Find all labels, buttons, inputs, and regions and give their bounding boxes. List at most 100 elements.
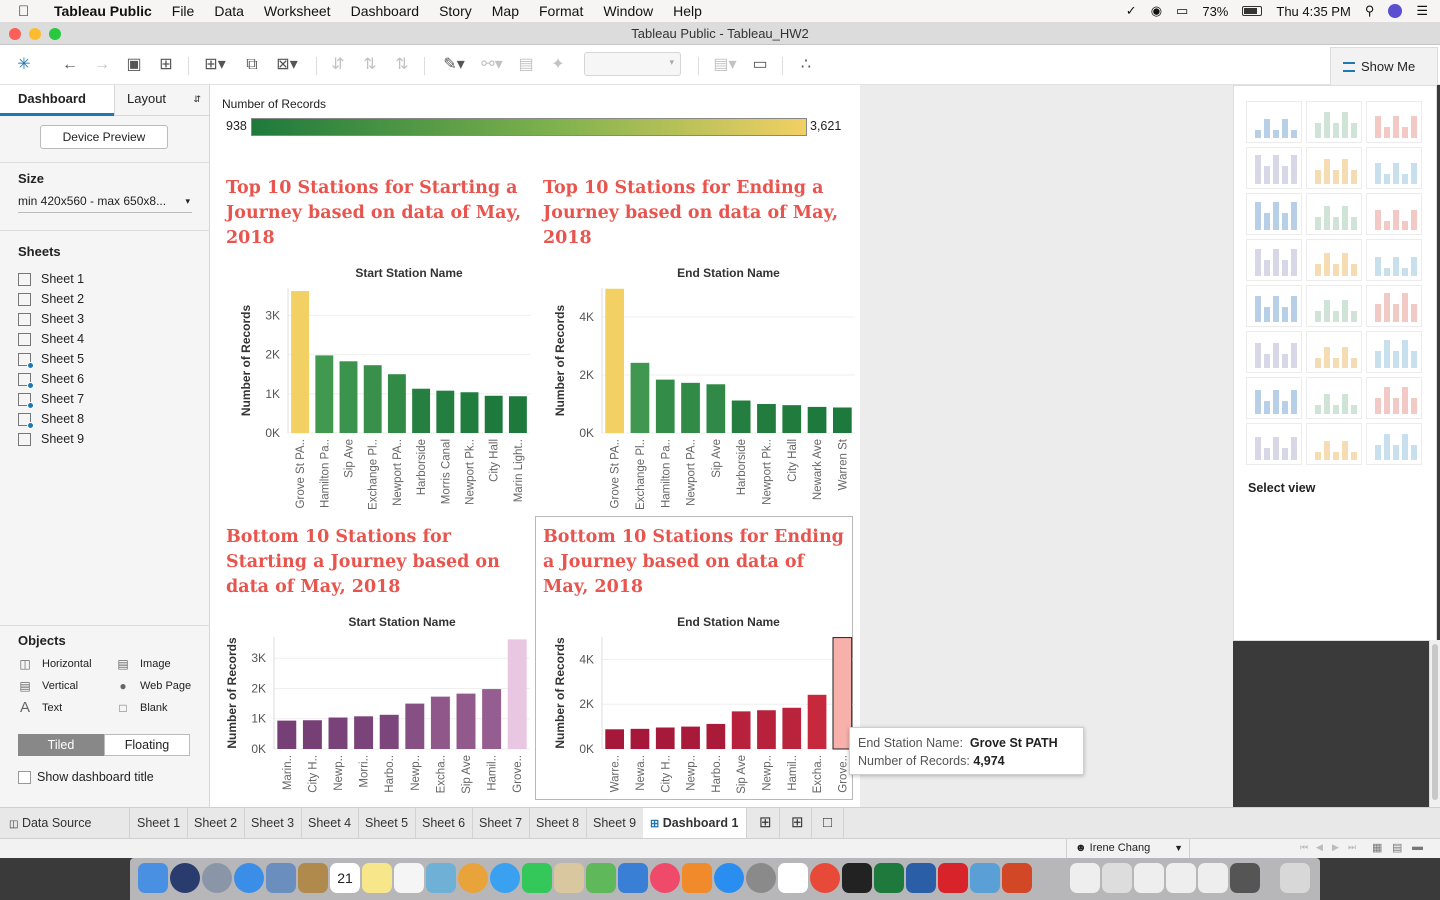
sheet-list-item[interactable]: Sheet 9	[18, 429, 84, 449]
minimize-window-button[interactable]	[29, 28, 41, 40]
vscode-icon[interactable]	[906, 863, 936, 893]
tab-sheet[interactable]: Sheet 7	[472, 808, 531, 838]
documents-stack-icon[interactable]	[1070, 863, 1100, 893]
sheet-list-item[interactable]: Sheet 4	[18, 329, 84, 349]
line-discrete-thumbnail[interactable]	[1306, 285, 1362, 327]
object-web-page[interactable]: ● Web Page	[116, 677, 191, 695]
battery-percent[interactable]: 73%	[1202, 3, 1229, 19]
scrivener-icon[interactable]	[778, 863, 808, 893]
sheet-list-item[interactable]: Sheet 5	[18, 349, 84, 369]
express-vpn-icon[interactable]	[938, 863, 968, 893]
launchpad-icon[interactable]	[202, 863, 232, 893]
trash-icon[interactable]	[1280, 863, 1310, 893]
line-continuous-thumbnail[interactable]	[1246, 285, 1302, 327]
menu-file[interactable]: File	[171, 3, 195, 19]
window-thumbnail[interactable]	[1230, 863, 1260, 893]
object-image[interactable]: ▤ Image	[116, 655, 170, 673]
tab-dashboard[interactable]: Dashboard	[0, 85, 114, 116]
stacked-bars-thumbnail[interactable]	[1306, 193, 1362, 235]
next-page-icon[interactable]: ▶	[1332, 842, 1339, 852]
safari-icon[interactable]	[234, 863, 264, 893]
menu-help[interactable]: Help	[673, 3, 702, 19]
symbol-map-thumbnail[interactable]	[1246, 147, 1302, 189]
sheet-list-item[interactable]: Sheet 8	[18, 409, 84, 429]
window-thumbnail[interactable]	[1166, 863, 1196, 893]
calendar-icon[interactable]: 21	[330, 863, 360, 893]
gantt-thumbnail[interactable]	[1246, 423, 1302, 465]
facetime-icon[interactable]	[522, 863, 552, 893]
tab-sheet[interactable]: Sheet 4	[301, 808, 360, 838]
last-page-icon[interactable]: ⏭	[1348, 842, 1357, 852]
contacts-icon[interactable]	[298, 863, 328, 893]
finder-icon[interactable]	[138, 863, 168, 893]
size-dropdown[interactable]: min 420x560 - max 650x8... ▾	[18, 191, 192, 213]
save-icon[interactable]: ▣	[126, 56, 142, 73]
sheet-list-item[interactable]: Sheet 7	[18, 389, 84, 409]
undo-icon[interactable]: ←	[62, 56, 78, 73]
fit-dropdown[interactable]: ▾	[584, 52, 681, 76]
close-window-button[interactable]	[9, 28, 21, 40]
side-by-side-circles-thumbnail[interactable]	[1366, 239, 1422, 281]
siri-icon[interactable]	[1388, 4, 1403, 18]
zoom-window-button[interactable]	[49, 28, 61, 40]
menu-worksheet[interactable]: Worksheet	[263, 3, 331, 19]
color-legend-gradient[interactable]	[251, 118, 807, 136]
presentation-mode-icon[interactable]: ▭	[752, 56, 768, 73]
siri-icon[interactable]	[170, 863, 200, 893]
dual-combination-thumbnail[interactable]	[1366, 331, 1422, 373]
show-cards-icon[interactable]: ▤▾	[713, 56, 737, 73]
excel-icon[interactable]	[874, 863, 904, 893]
menu-data[interactable]: Data	[214, 3, 244, 19]
window-thumbnail[interactable]	[1134, 863, 1164, 893]
new-story-icon[interactable]: □	[816, 808, 844, 838]
duplicate-sheet-icon[interactable]: ⧉	[246, 56, 258, 73]
group-members-icon[interactable]: ⚯▾	[481, 56, 503, 73]
sort-descending-icon[interactable]: ⇅	[395, 56, 409, 73]
tableau-logo-icon[interactable]: ✳	[17, 56, 31, 73]
menu-map[interactable]: Map	[491, 3, 519, 19]
numbers-icon[interactable]	[586, 863, 616, 893]
tab-layout[interactable]: Layout ⇵	[114, 85, 209, 116]
bar-chart-bottom-end[interactable]: End Station Name Number of Records 0K 2K 4K W…	[535, 609, 860, 799]
sheet-sorter-icon[interactable]: ▦	[1372, 842, 1383, 854]
highlight-table-thumbnail[interactable]	[1366, 101, 1422, 143]
tab-data-source[interactable]: ◫ Data Source	[2, 808, 130, 838]
app-store-icon[interactable]	[714, 863, 744, 893]
notes-icon[interactable]	[362, 863, 392, 893]
new-data-source-icon[interactable]: ⊞	[159, 56, 173, 73]
bar-chart-top-start[interactable]: Start Station Name Number of Records 0K 1K 2…	[210, 260, 535, 520]
downloads-stack-icon[interactable]	[1102, 863, 1132, 893]
text-table-thumbnail[interactable]	[1246, 101, 1302, 143]
swap-rows-columns-icon[interactable]: ⇵	[331, 56, 345, 73]
menu-story[interactable]: Story	[439, 3, 472, 19]
show-me-button[interactable]: Show Me	[1330, 47, 1438, 85]
tab-sheet[interactable]: Sheet 2	[187, 808, 246, 838]
notification-center-icon[interactable]: ☰	[1416, 3, 1428, 18]
area-discrete-thumbnail[interactable]	[1306, 331, 1362, 373]
tab-sheet[interactable]: Sheet 8	[529, 808, 588, 838]
highlight-icon[interactable]: ✎▾	[443, 56, 465, 73]
airplay-icon[interactable]: ▭	[1176, 3, 1189, 18]
menu-window[interactable]: Window	[603, 3, 654, 19]
packed-bubbles-thumbnail[interactable]	[1366, 423, 1422, 465]
terminal-icon[interactable]	[842, 863, 872, 893]
new-worksheet-icon[interactable]: ⊞▾	[204, 56, 226, 73]
pages-icon[interactable]	[554, 863, 584, 893]
window-thumbnail[interactable]	[1198, 863, 1228, 893]
new-worksheet-icon[interactable]: ⊞	[752, 808, 780, 838]
bar-chart-top-end[interactable]: End Station Name Number of Records 0K 2K 4K G…	[535, 260, 860, 520]
tab-sheet[interactable]: Sheet 5	[358, 808, 417, 838]
clock[interactable]: Thu 4:35 PM	[1276, 3, 1351, 19]
chrome-icon[interactable]	[810, 863, 840, 893]
pie-chart-thumbnail[interactable]	[1366, 147, 1422, 189]
reminders-icon[interactable]	[394, 863, 424, 893]
sheet-list-item[interactable]: Sheet 3	[18, 309, 84, 329]
show-mark-labels-icon[interactable]: ▤	[518, 56, 534, 73]
redo-icon[interactable]: →	[94, 56, 110, 73]
preview-icon[interactable]	[266, 863, 296, 893]
sheet-list-item[interactable]: Sheet 2	[18, 289, 84, 309]
tab-sheet[interactable]: Sheet 3	[244, 808, 303, 838]
heat-map-thumbnail[interactable]	[1306, 101, 1362, 143]
treemap-thumbnail[interactable]	[1246, 239, 1302, 281]
show-dashboard-title-checkbox[interactable]: Show dashboard title	[18, 770, 154, 784]
